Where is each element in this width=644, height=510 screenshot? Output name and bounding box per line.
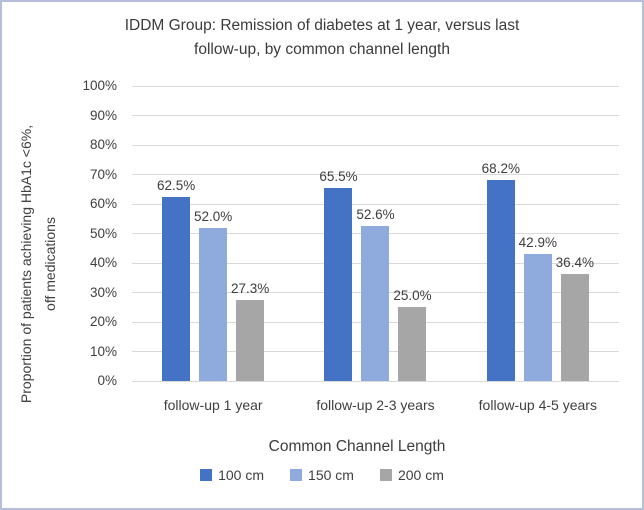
bar-group-2: 65.5% 52.6% 25.0% follow-up 2-3 years: [294, 86, 456, 413]
chart-title-line-2: follow-up, by common channel length: [194, 41, 450, 58]
bar-100-cm: 65.5%: [319, 169, 358, 381]
legend-label: 200 cm: [397, 467, 444, 483]
y-axis-tick-labels: 0% 10% 20% 30% 40% 50% 60% 70% 80% 90% 100%: [32, 78, 117, 388]
legend-label: 100 cm: [218, 467, 265, 483]
bar-value-label: 52.0%: [194, 208, 233, 224]
legend-item-150-cm: 150 cm: [290, 467, 354, 483]
legend-swatch-icon: [200, 469, 213, 481]
plot-area: 62.5% 52.0% 27.3% follow-up 1 year 65.5% 52.6…: [132, 85, 619, 413]
x-category-label: follow-up 2-3 years: [316, 397, 435, 413]
bar-group-1: 62.5% 52.0% 27.3% follow-up 1 year: [132, 86, 294, 413]
chart-title-line-1: IDDM Group: Remission of diabetes at 1 y…: [124, 17, 520, 34]
y-tick-label: 70%: [89, 166, 117, 182]
legend-item-100-cm: 100 cm: [200, 467, 264, 483]
gridline: [132, 380, 619, 382]
bar-150-cm: 52.6%: [356, 207, 395, 381]
gridline: [132, 115, 619, 116]
y-tick-label: 100%: [82, 78, 117, 93]
bar-200-cm: 27.3%: [231, 281, 269, 381]
legend-swatch-icon: [290, 469, 303, 481]
gridline: [132, 203, 619, 205]
bar-value-label: 25.0%: [393, 288, 432, 304]
bar-value-label: 36.4%: [555, 254, 594, 270]
y-tick-label: 90%: [89, 107, 117, 123]
legend-item-200-cm: 200 cm: [379, 467, 444, 483]
gridline: [132, 85, 619, 87]
bar-150-cm: 42.9%: [519, 235, 557, 381]
bar-value-label: 65.5%: [319, 168, 358, 184]
y-tick-label: 50%: [89, 225, 117, 241]
y-tick-label: 80%: [89, 137, 117, 152]
gridline: [132, 144, 619, 146]
y-tick-label: 10%: [89, 343, 117, 359]
y-tick-label: 20%: [89, 314, 117, 329]
bar-value-label: 62.5%: [157, 177, 196, 193]
bar-value-label: 52.6%: [356, 206, 395, 222]
x-axis-title: Common Channel Length: [268, 438, 446, 455]
bar-100-cm: 62.5%: [157, 178, 195, 381]
bar-150-cm: 52.0%: [194, 209, 232, 381]
bar-200-cm: 36.4%: [556, 255, 594, 381]
bar-100-cm: 68.2%: [482, 161, 520, 381]
bar-value-label: 42.9%: [518, 235, 557, 251]
x-category-label: follow-up 4-5 years: [478, 397, 597, 413]
y-tick-label: 0%: [97, 373, 117, 388]
legend: 100 cm 150 cm 200 cm: [2, 467, 642, 483]
gridline: [132, 174, 619, 175]
bar-200-cm: 25.0%: [393, 288, 432, 381]
bar-group-3: 68.2% 42.9% 36.4% follow-up 4-5 years: [457, 86, 619, 413]
x-category-label: follow-up 1 year: [163, 397, 263, 413]
legend-swatch-icon: [379, 469, 392, 481]
y-tick-label: 60%: [89, 196, 117, 211]
chart-title: IDDM Group: Remission of diabetes at 1 y…: [2, 14, 642, 62]
y-tick-label: 40%: [89, 255, 117, 270]
legend-label: 150 cm: [308, 467, 354, 483]
bar-value-label: 68.2%: [481, 160, 520, 176]
y-tick-label: 30%: [89, 284, 117, 300]
bar-value-label: 27.3%: [231, 281, 270, 297]
